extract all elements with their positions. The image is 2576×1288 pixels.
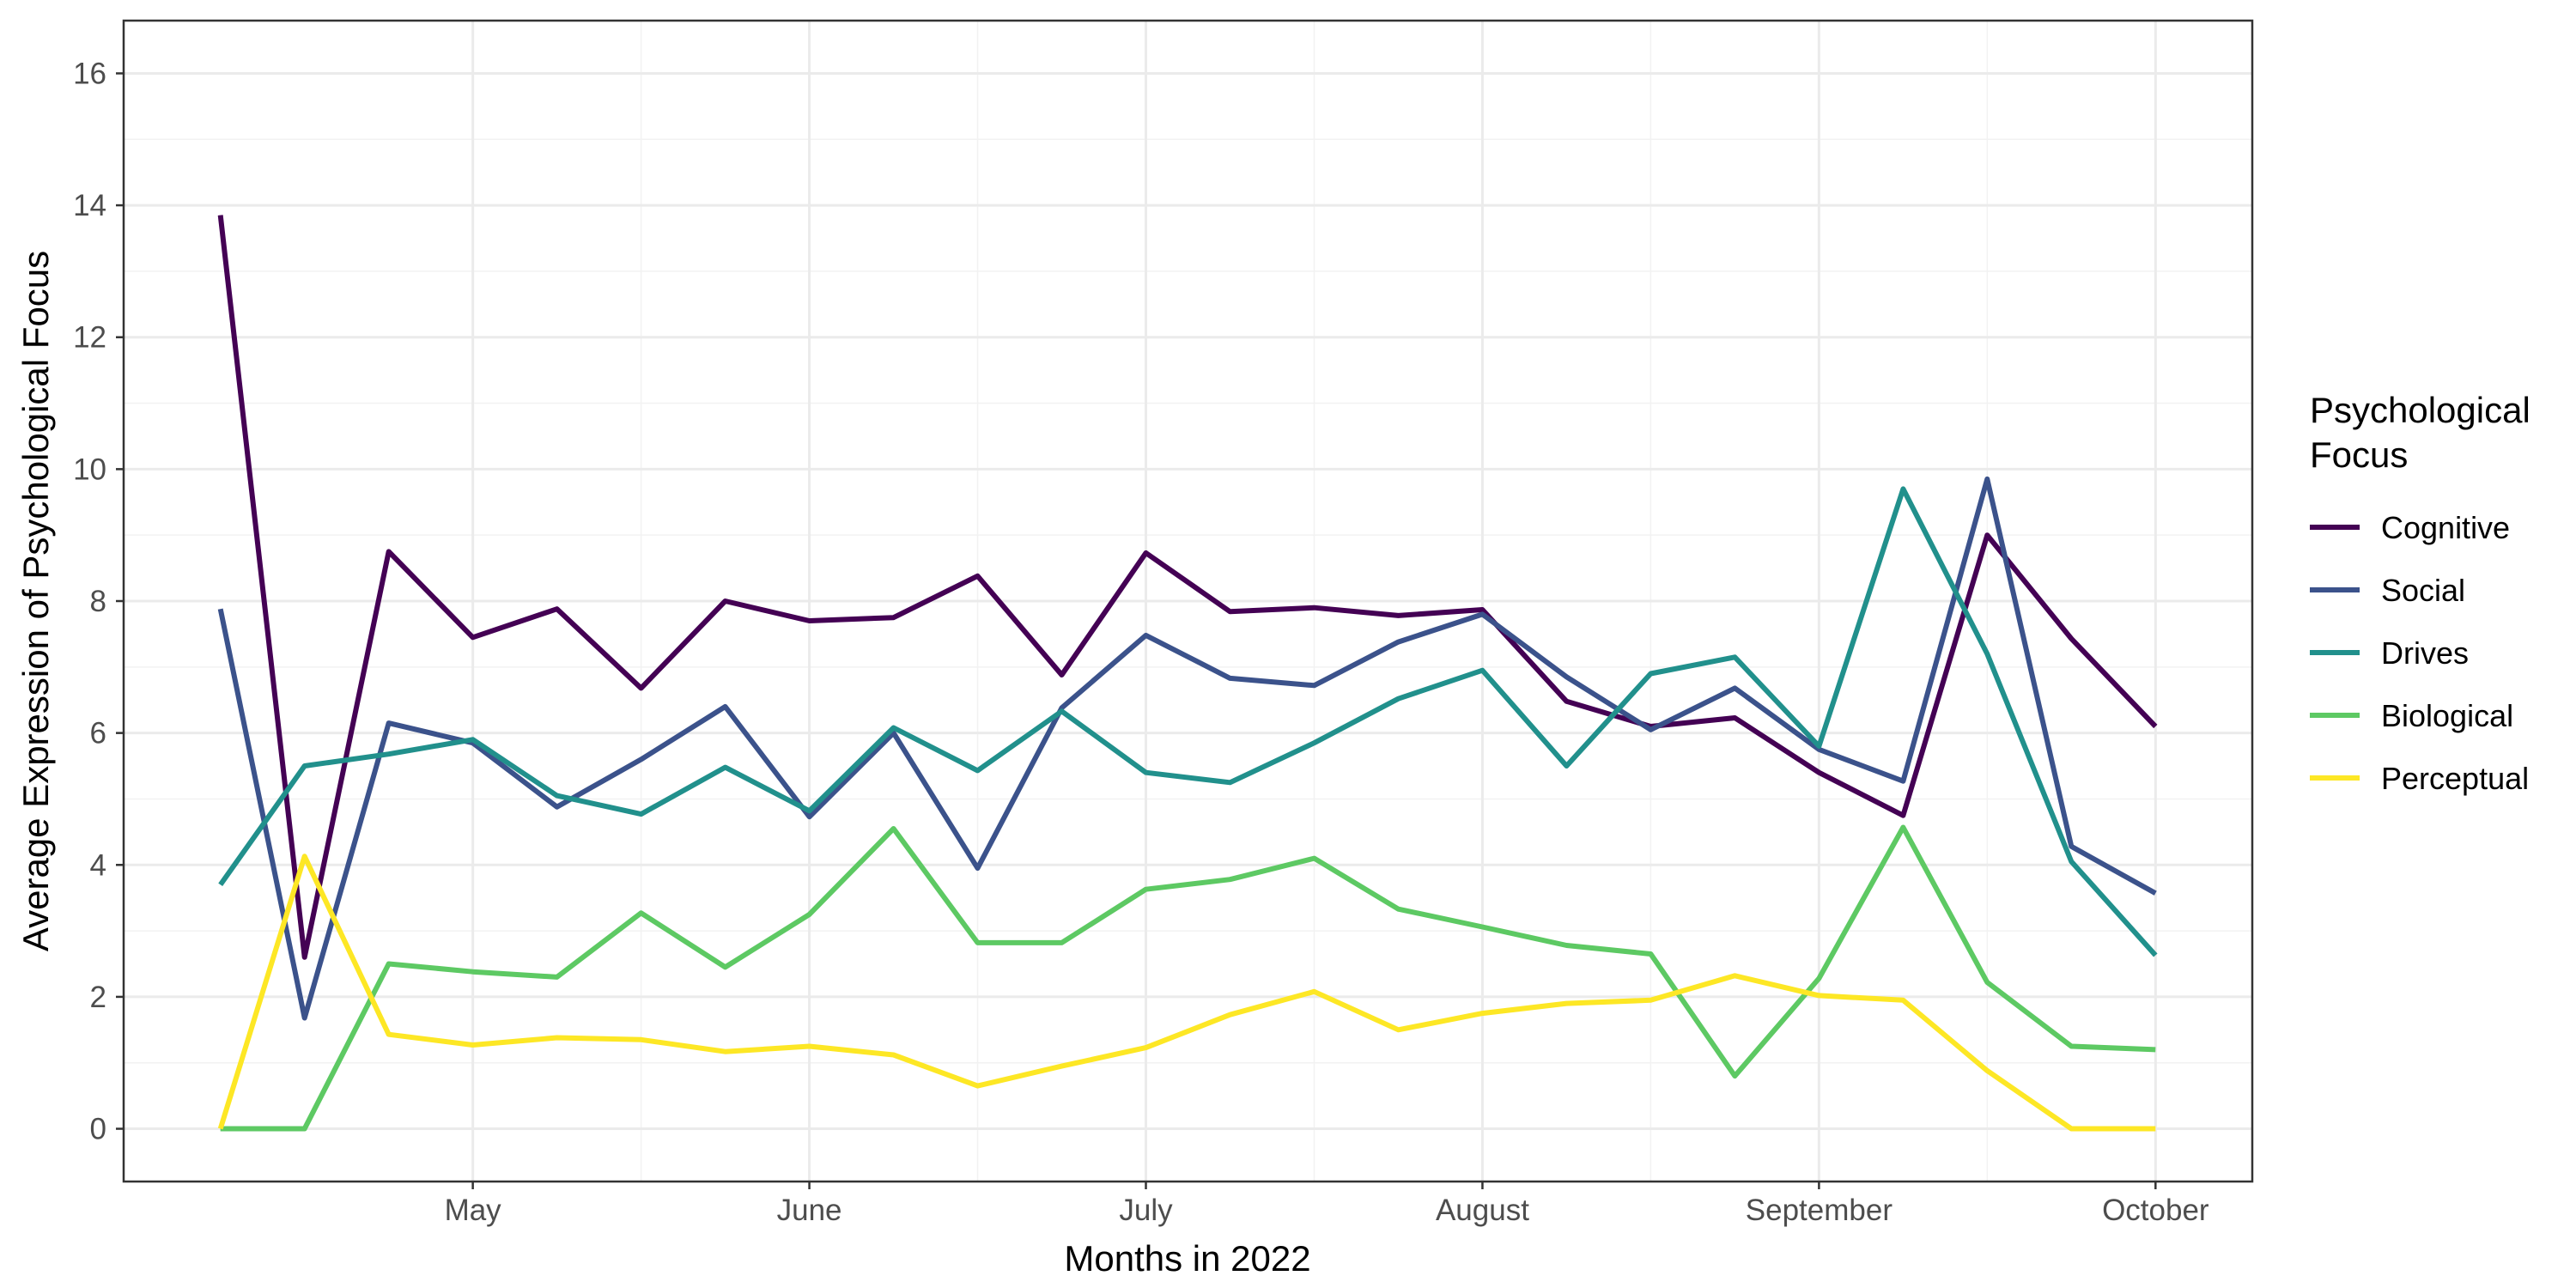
legend-item-drives: Drives	[2310, 635, 2469, 671]
series-line-biological	[220, 824, 2156, 1132]
legend-label-biological: Biological	[2381, 698, 2513, 733]
y-tick-label: 8	[90, 585, 106, 618]
x-tick-label: May	[445, 1194, 502, 1227]
series-line-cognitive	[217, 215, 2158, 960]
legend-item-social: Social	[2310, 573, 2465, 608]
legend-label-perceptual: Perceptual	[2381, 761, 2529, 796]
legend-item-biological: Biological	[2310, 698, 2513, 733]
legend-title: Psychological Focus	[2310, 390, 2530, 475]
x-tick-label: August	[1436, 1194, 1529, 1227]
x-tick-label: October	[2102, 1194, 2209, 1227]
series-line-drives	[218, 486, 2158, 957]
legend-label-drives: Drives	[2381, 635, 2469, 671]
x-tick-label: June	[777, 1194, 842, 1227]
legend-item-perceptual: Perceptual	[2310, 761, 2529, 796]
y-tick-label: 6	[90, 717, 106, 750]
legend-label-cognitive: Cognitive	[2381, 510, 2510, 545]
y-tick-label: 14	[73, 189, 106, 222]
legend: Psychological Focus Cognitive Social Drives…	[2310, 390, 2530, 796]
y-tick-label: 12	[73, 321, 106, 355]
x-tick-label: July	[1119, 1194, 1173, 1227]
x-tick-label: September	[1746, 1194, 1893, 1227]
y-tick-label: 10	[73, 453, 106, 486]
y-tick-label: 16	[73, 57, 106, 90]
y-tick-label: 2	[90, 981, 106, 1014]
series-line-social	[217, 476, 2157, 1021]
legend-label-social: Social	[2381, 573, 2465, 608]
legend-item-cognitive: Cognitive	[2310, 510, 2510, 545]
y-tick-label: 0	[90, 1113, 106, 1146]
y-axis: 0 2 4 6 8 10 12 14 16	[73, 57, 124, 1146]
x-axis-title: Months in 2022	[1064, 1238, 1310, 1279]
x-axis: May June July August September October	[445, 1182, 2209, 1227]
series-line-perceptual	[217, 854, 2156, 1132]
y-tick-label: 4	[90, 848, 106, 882]
y-axis-title: Average Expression of Psychological Focu…	[15, 251, 56, 951]
plot-panel	[122, 19, 2254, 1183]
